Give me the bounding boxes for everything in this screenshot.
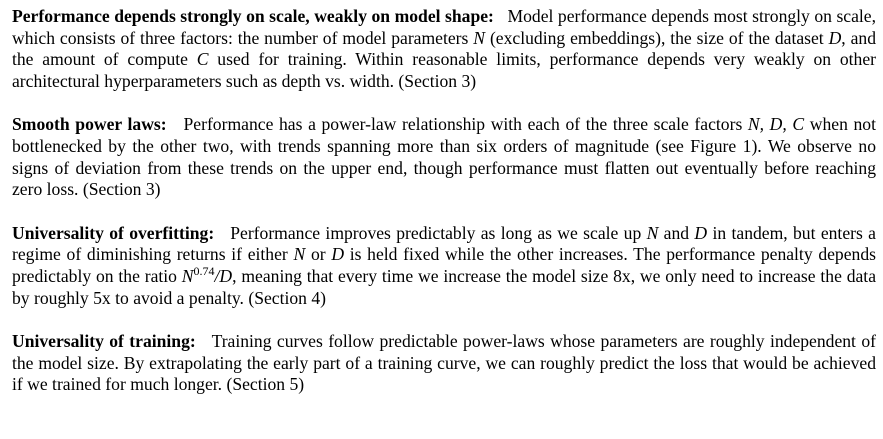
paragraph-body: Performance improves predictably as long… <box>12 223 876 308</box>
text-run: in tandem, but enters a regime of dimini… <box>12 222 876 265</box>
math-symbol: D <box>694 222 708 243</box>
paragraph-lead: Universality of overfitting: <box>12 222 215 243</box>
math-symbol: N <box>473 27 486 48</box>
math-symbol: C <box>196 49 209 70</box>
math-symbol: D <box>828 27 842 48</box>
text-run: or <box>305 244 332 265</box>
math-symbol: N <box>646 222 659 243</box>
text-run: , meaning that every time we increase th… <box>12 265 877 308</box>
paragraph-lead: Universality of training: <box>12 331 196 352</box>
paragraph-power-laws: Smooth power laws: Performance has a pow… <box>12 114 876 200</box>
math-symbol: N <box>293 244 306 265</box>
paragraph-scale: Performance depends strongly on scale, w… <box>12 6 876 92</box>
paragraph-overfitting: Universality of overfitting: Performance… <box>12 223 876 309</box>
paragraph-training: Universality of training: Training curve… <box>12 331 876 396</box>
text-run: used for training. Within reasonable lim… <box>12 49 876 91</box>
math-symbol: N, D, C <box>747 114 805 135</box>
text-run: when not bottlenecked by the other two, … <box>12 114 876 200</box>
paragraph-lead: Performance depends strongly on scale, w… <box>12 6 494 26</box>
paragraph-body: Training curves follow predictable power… <box>12 331 876 394</box>
math-exponent: 0.74 <box>193 263 215 278</box>
math-symbol: D <box>331 244 345 265</box>
text-run: Model performance depends most strongly … <box>12 6 877 48</box>
math-symbol: N0.74 <box>181 263 215 286</box>
text-run: Performance improves predictably as long… <box>230 222 647 243</box>
text-run: (excluding embed­dings), the size of the… <box>485 27 829 48</box>
paper-text: Performance depends strongly on scale, w… <box>12 6 876 418</box>
text-run: Training curves follow predictable power… <box>12 331 876 395</box>
text-run: and <box>658 222 695 243</box>
text-run: Performance has a power-law relationship… <box>183 114 748 135</box>
text-run: , and the amount of compute <box>12 27 876 70</box>
text-run: is held fixed while the other increases.… <box>12 244 876 286</box>
paragraph-body: Performance has a power-law relationship… <box>12 114 876 199</box>
paragraph-body: Model performance depends most strongly … <box>12 6 876 91</box>
math-symbol: /D <box>214 265 233 286</box>
paragraph-lead: Smooth power laws: <box>12 114 167 135</box>
